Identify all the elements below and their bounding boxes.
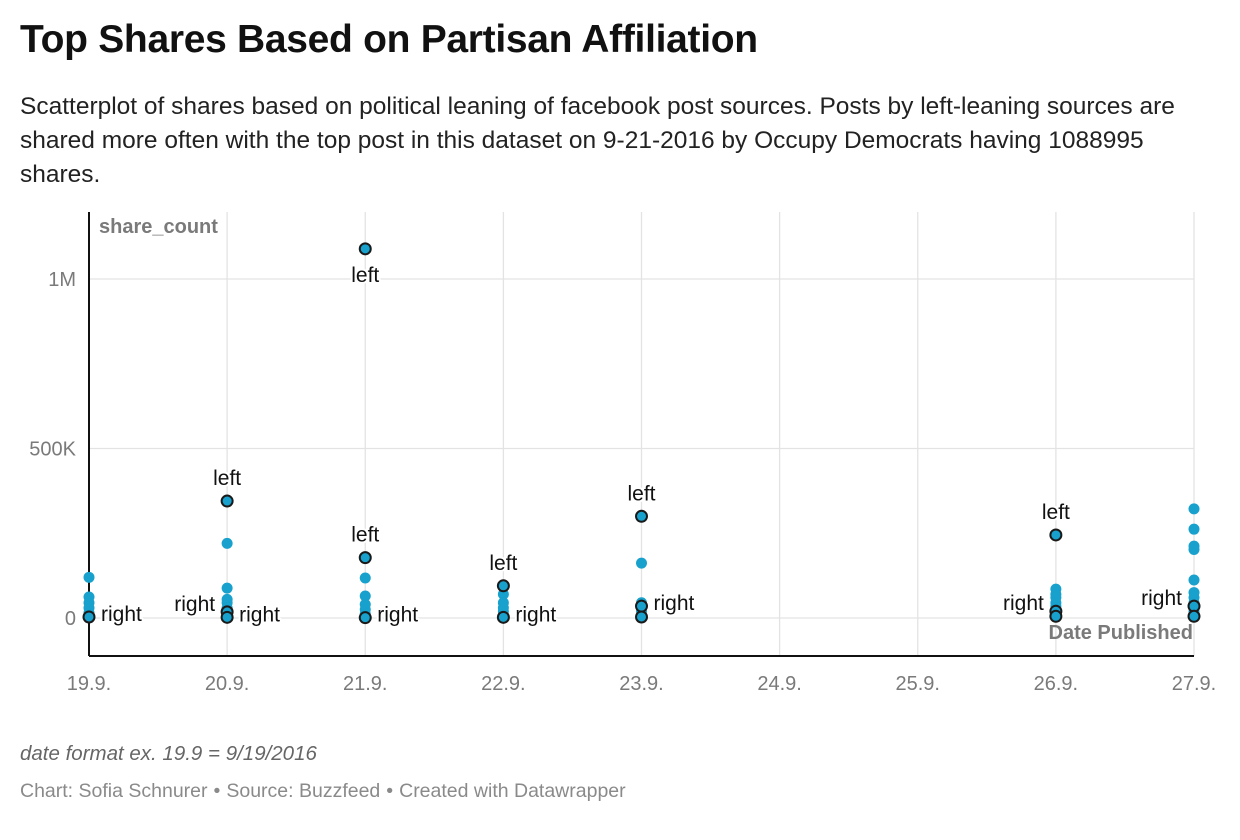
axis-layer: 19.9. 20.9. 21.9. 22.9. 23.9. 24.9. 25.9. 26.9.… <box>29 212 1216 695</box>
point-annotation: right <box>654 592 695 615</box>
highlighted-point <box>220 494 234 508</box>
highlighted-point <box>635 610 648 624</box>
x-axis-title: Date Published <box>1049 622 1193 644</box>
data-point <box>221 582 233 594</box>
chart-subtitle: Scatterplot of shares based on political… <box>20 93 1175 188</box>
highlighted-point <box>496 579 510 593</box>
data-point <box>359 590 371 602</box>
chart-title: Top Shares Based on Partisan Affiliation <box>20 18 758 61</box>
chart-tool-credit: Created with Datawrapper <box>399 780 626 802</box>
data-point <box>359 572 371 584</box>
point-annotation: right <box>174 593 215 616</box>
scatter-chart: 19.9. 20.9. 21.9. 22.9. 23.9. 24.9. 25.9. 26.9.… <box>29 212 1216 695</box>
point-annotation: left <box>489 552 517 575</box>
point-annotation: right <box>377 604 418 627</box>
footer-separator: • <box>386 780 394 802</box>
highlighted-point <box>635 509 648 523</box>
grid-layer <box>89 212 1195 656</box>
point-annotation: left <box>351 264 379 287</box>
highlighted-point <box>220 610 234 624</box>
point-layer <box>82 242 1201 625</box>
point-annotation: left <box>213 467 241 490</box>
x-tick-label: 26.9. <box>1034 673 1078 695</box>
point-annotation: right <box>239 603 280 626</box>
highlighted-point <box>358 611 372 625</box>
x-tick-label: 21.9. <box>343 673 387 695</box>
point-annotation: right <box>1141 587 1182 610</box>
data-point <box>1188 523 1200 535</box>
highlighted-point <box>358 242 372 256</box>
footer-separator: • <box>213 780 221 802</box>
point-annotation: right <box>515 603 556 626</box>
x-tick-label: 27.9. <box>1172 673 1216 695</box>
data-point <box>1188 544 1200 556</box>
chart-source: Source: Buzzfeed <box>226 780 381 802</box>
point-annotation: left <box>351 524 379 547</box>
data-point <box>1188 574 1200 586</box>
y-tick-label: 0 <box>65 608 76 630</box>
x-tick-label: 22.9. <box>481 673 525 695</box>
highlighted-point <box>1049 528 1063 542</box>
data-point <box>1188 503 1200 515</box>
date-format-note: date format ex. 19.9 = 9/19/2016 <box>20 742 317 765</box>
x-tick-label: 23.9. <box>619 673 663 695</box>
x-tick-label: 25.9. <box>896 673 940 695</box>
x-tick-label: 19.9. <box>67 673 111 695</box>
highlighted-point <box>635 599 648 613</box>
data-point <box>636 557 647 569</box>
chart-footer: Chart: Sofia Schnurer • Source: Buzzfeed • C… <box>20 780 626 803</box>
highlighted-point <box>1049 609 1063 623</box>
y-tick-label: 500K <box>29 439 76 461</box>
data-point <box>221 537 233 549</box>
data-point <box>83 571 95 583</box>
highlighted-point <box>82 610 96 624</box>
chart-credit: Chart: Sofia Schnurer <box>20 780 208 802</box>
point-annotation: left <box>627 482 655 505</box>
y-axis-title: share_count <box>99 216 218 238</box>
y-tick-label: 1M <box>48 269 76 291</box>
point-annotation: left <box>1042 501 1070 524</box>
highlighted-point <box>1187 609 1201 623</box>
highlighted-point <box>496 610 510 624</box>
highlighted-point <box>358 551 372 565</box>
point-annotation: right <box>1003 592 1044 615</box>
label-layer: left left left left left left right right right r… <box>99 262 1184 629</box>
point-annotation: right <box>101 603 142 626</box>
x-tick-label: 20.9. <box>205 673 249 695</box>
x-tick-label: 24.9. <box>757 673 801 695</box>
